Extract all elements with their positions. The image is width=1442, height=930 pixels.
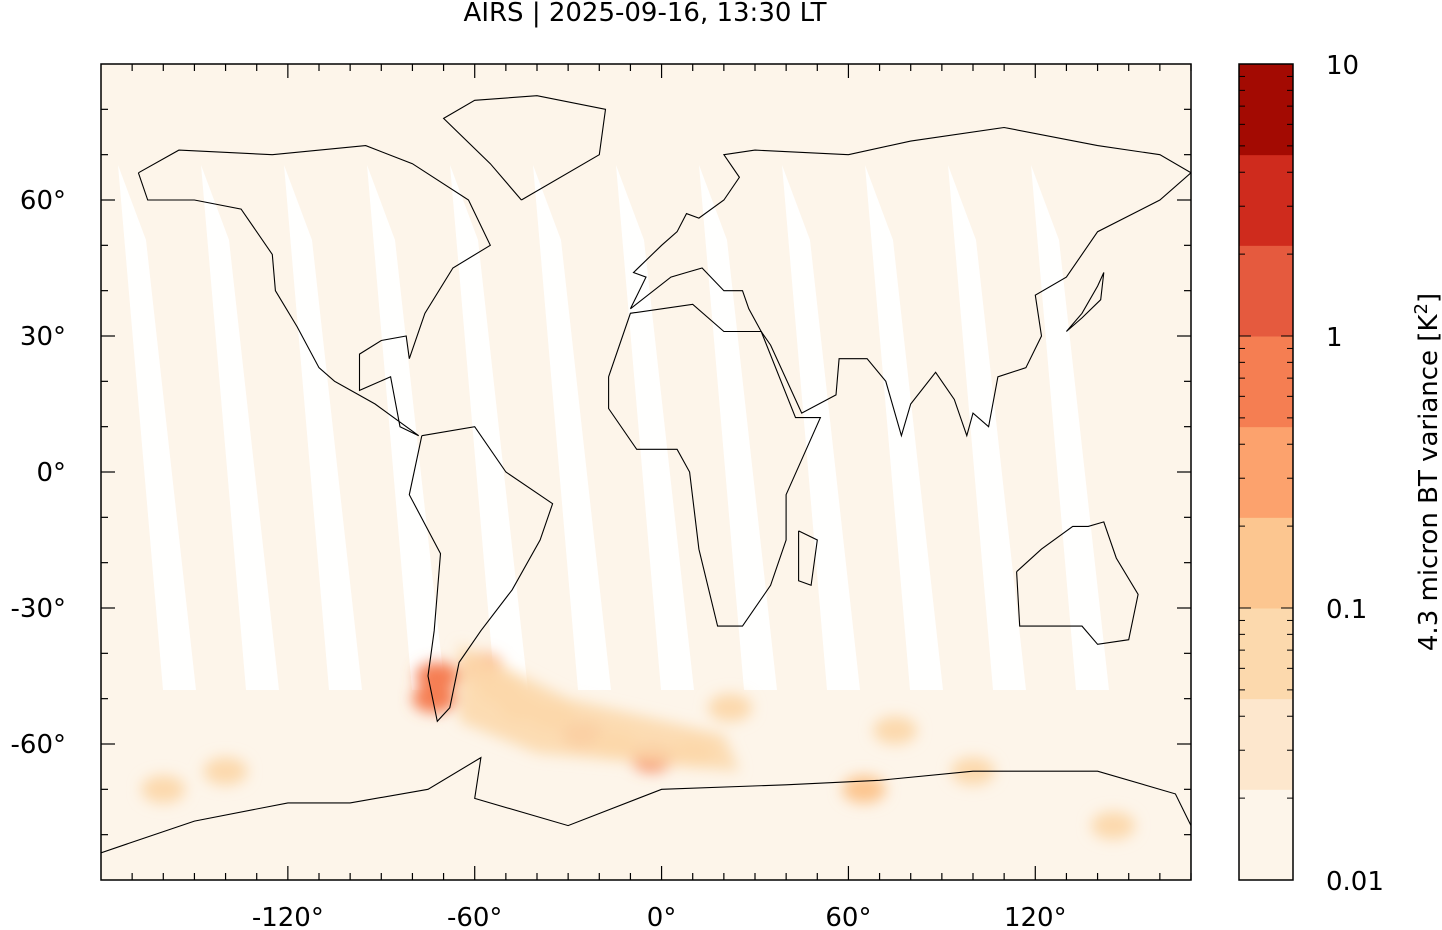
y-tick-label: 30° — [20, 322, 66, 352]
coastline — [629, 126, 1191, 438]
variance-patch — [203, 757, 248, 786]
colorbar-tick-label: 1 — [1326, 323, 1343, 353]
map-ticks: -120° -60° 0° 60° 120° 60° 30° 0° -30° -60° — [11, 64, 1192, 930]
variance-patch — [412, 684, 457, 713]
swath-gap — [1031, 165, 1109, 690]
swath-gap — [450, 165, 528, 690]
colorbar-bin — [1239, 336, 1293, 428]
swath-gap — [367, 165, 445, 690]
map-title: AIRS | 2025-09-16, 13:30 LT — [463, 0, 827, 28]
swath-gap — [284, 165, 362, 690]
coastlines — [101, 95, 1191, 880]
coastline — [608, 303, 822, 627]
colorbar-bin — [1239, 789, 1293, 881]
colorbar-bin — [1239, 64, 1293, 156]
colorbar-frame — [1238, 63, 1294, 881]
x-tick-label: -120° — [252, 903, 324, 930]
coastline — [137, 145, 492, 437]
variance-patch — [873, 716, 918, 745]
y-tick-label: 0° — [36, 458, 66, 488]
colorbar: 10 1 0.1 0.01 — [1238, 51, 1384, 897]
variance-patch — [141, 775, 186, 804]
colorbar-tick-label: 0.01 — [1326, 867, 1384, 897]
swath-gap — [201, 165, 279, 690]
swath-gap — [118, 165, 196, 690]
x-tick-label: 0° — [647, 903, 677, 930]
colorbar-bin — [1239, 154, 1293, 246]
colorbar-tick-label: 10 — [1326, 51, 1359, 81]
coastline — [1065, 272, 1105, 332]
swath-gap — [533, 165, 611, 690]
coastline — [408, 426, 554, 723]
variance-patch — [842, 775, 886, 804]
variance-patch — [708, 693, 753, 722]
swath-gap — [699, 165, 777, 690]
colorbar-bin — [1239, 426, 1293, 518]
colorbar-tick-label: 0.1 — [1326, 595, 1367, 625]
map-area — [101, 64, 1191, 880]
variance-patch — [415, 662, 460, 690]
x-tick-label: 120° — [1004, 903, 1067, 930]
y-tick-label: 60° — [20, 186, 66, 216]
coastline — [1016, 521, 1139, 645]
variance-patch — [1091, 811, 1136, 840]
coastline — [798, 530, 818, 587]
swath-gap — [948, 165, 1026, 690]
colorbar-title: 4.3 micron BT variance [K2] — [1411, 293, 1442, 651]
x-tick-label: 60° — [825, 903, 871, 930]
colorbar-bin — [1239, 517, 1293, 609]
variance-region — [459, 644, 740, 772]
coastline — [101, 756, 1191, 880]
colorbar-bin — [1239, 608, 1293, 700]
colorbar-bin — [1239, 698, 1293, 790]
x-tick-label: -60° — [447, 903, 502, 930]
variance-patches — [141, 644, 1136, 840]
swath-gap — [782, 165, 860, 690]
y-tick-label: -60° — [11, 730, 66, 760]
colorbar-bin — [1239, 245, 1293, 337]
data-gaps — [118, 165, 1109, 690]
coastline — [442, 95, 607, 201]
swath-gap — [616, 165, 694, 690]
y-tick-label: -30° — [11, 594, 66, 624]
